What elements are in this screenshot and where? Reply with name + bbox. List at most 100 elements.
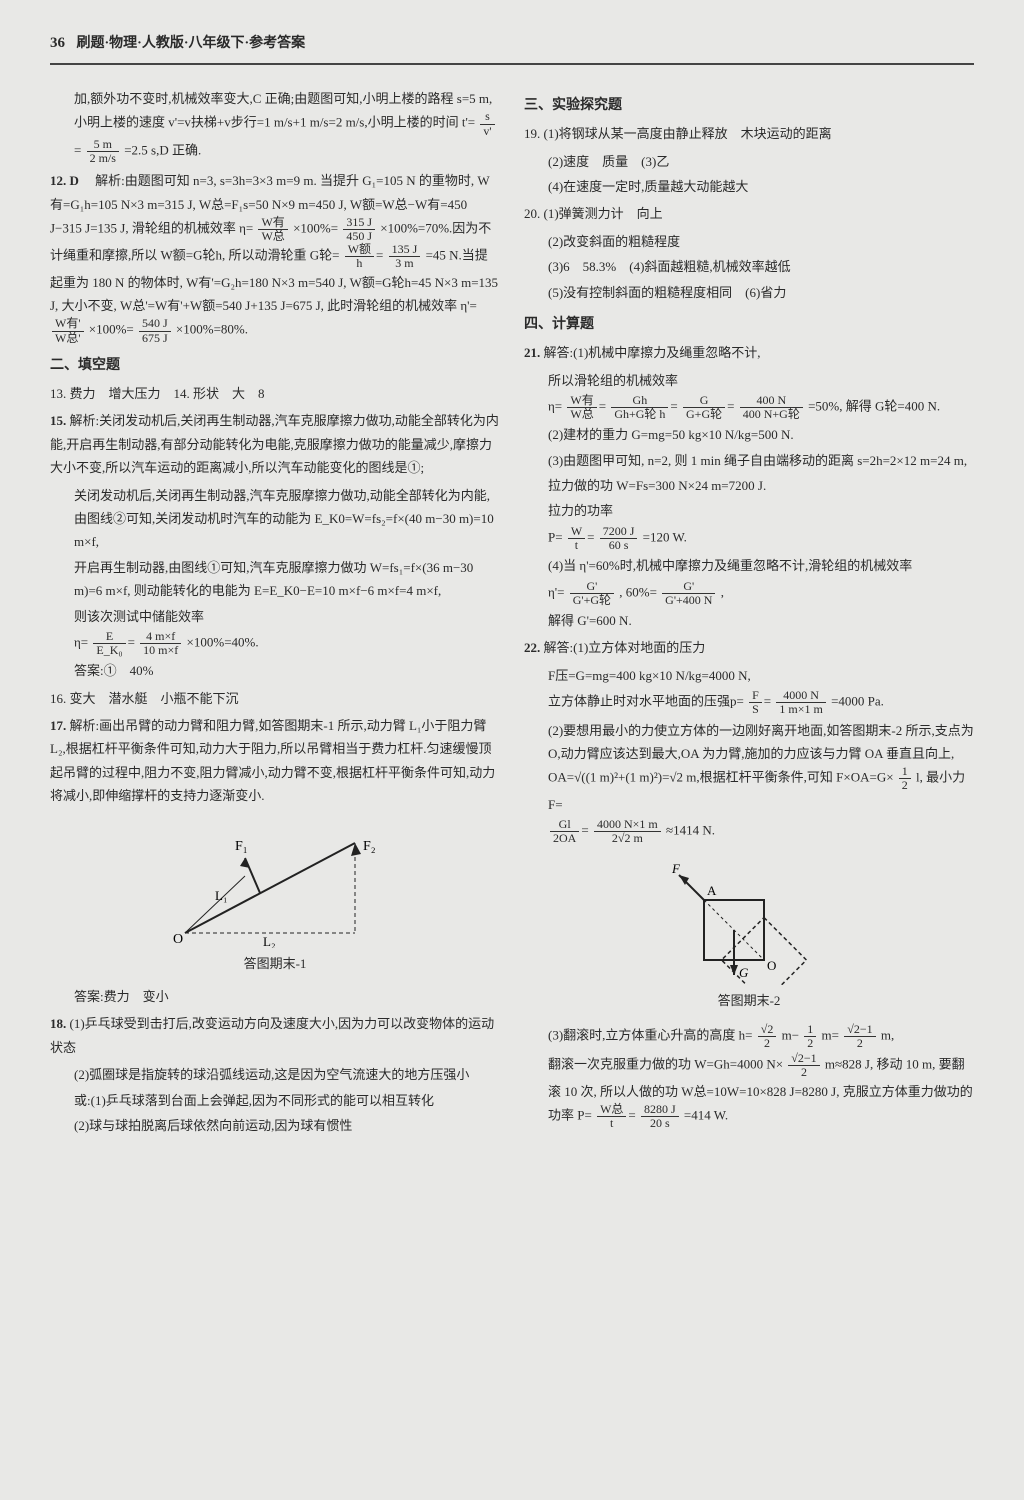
q15-answer: 答案:① 40%: [50, 659, 500, 682]
label: 21.: [524, 345, 540, 360]
fraction: 12: [899, 765, 911, 792]
lever-diagram-svg: F₁ F₂ L₁ L₂ O: [155, 818, 395, 948]
diagram-1-caption: 答图期末-1: [50, 952, 500, 975]
label: 22.: [524, 640, 540, 655]
q15: 15. 解析:关闭发动机后,关闭再生制动器,汽车克服摩擦力做功,动能全部转化为内…: [50, 409, 500, 479]
o-label: O: [767, 958, 776, 973]
fraction: W总t: [597, 1103, 626, 1130]
fraction: 4 m×f10 m×f: [140, 630, 181, 657]
q13-14: 13. 费力 增大压力 14. 形状 大 8: [50, 382, 500, 405]
q18b: (2)弧圈球是指旋转的球沿弧线运动,这是因为空气流速大的地方压强小: [50, 1063, 500, 1086]
fraction: 5 m2 m/s: [87, 138, 119, 165]
text: =4000 Pa.: [831, 694, 884, 709]
q21h: P= Wt= 7200 J60 s =120 W.: [548, 525, 974, 552]
q21i: (4)当 η'=60%时,机械中摩擦力及绳重忽略不计,滑轮组的机械效率: [548, 554, 974, 577]
label: 15.: [50, 413, 66, 428]
fraction: W额h: [345, 243, 374, 270]
section-4-title: 四、计算题: [524, 312, 974, 337]
diagram-2: A F G O 答图期末-2: [524, 855, 974, 1012]
fraction: W有W总: [258, 216, 287, 243]
fraction: 400 N400 N+G轮: [740, 394, 803, 421]
text: =2.5 s,D 正确.: [124, 142, 201, 157]
fraction: √2−12: [788, 1052, 819, 1079]
fraction: 135 J3 m: [389, 243, 421, 270]
q22b: F压=G=mg=400 kg×10 N/kg=4000 N,: [548, 664, 974, 687]
page-title: 刷题·物理·人教版·八年级下·参考答案: [77, 36, 306, 51]
diagram-2-caption: 答图期末-2: [524, 989, 974, 1012]
fraction: 8280 J20 s: [641, 1103, 679, 1130]
text: m=: [822, 1028, 839, 1043]
section-3-title: 三、实验探究题: [524, 93, 974, 118]
diagram-1: F₁ F₂ L₁ L₂ O 答图期末-1: [50, 818, 500, 975]
text: ≈1414 N.: [666, 823, 715, 838]
fraction: W有'W总': [52, 317, 84, 344]
fraction: 4000 N×1 m2√2 m: [594, 818, 661, 845]
q22d: (2)要想用最小的力使立方体的一边刚好离开地面,如答图期末-2 所示,支点为 O…: [548, 719, 974, 817]
text: η'=: [548, 584, 564, 599]
q21k: 解得 G'=600 N.: [548, 609, 974, 632]
label: 12. D: [50, 173, 79, 188]
q21e: (3)由题图甲可知, n=2, 则 1 min 绳子自由端移动的距离 s=2h=…: [548, 449, 974, 472]
lead-text: 加,额外功不变时,机械效率变大,C 正确;由题图可知,小明上楼的路程 s=5 m…: [50, 87, 500, 165]
fraction: 4000 N1 m×1 m: [776, 689, 825, 716]
label: 18.: [50, 1016, 66, 1031]
g-label: G: [739, 965, 749, 980]
q19b: (2)速度 质量 (3)乙: [548, 150, 974, 173]
q15e: η= EE_K₀= 4 m×f10 m×f ×100%=40%.: [50, 630, 500, 657]
q21d: (2)建材的重力 G=mg=50 kg×10 N/kg=500 N.: [548, 423, 974, 446]
o-label: O: [173, 932, 183, 947]
f2-label: F₂: [363, 839, 376, 854]
fraction: 540 J675 J: [139, 317, 171, 344]
fraction: W有W总: [567, 394, 596, 421]
label: 17.: [50, 718, 66, 733]
fraction: G'G'+G轮: [570, 580, 614, 607]
text: ×100%=80%.: [176, 322, 248, 337]
fraction: G'G'+400 N: [662, 580, 715, 607]
text: η=: [74, 635, 88, 650]
left-column: 加,额外功不变时,机械效率变大,C 正确;由题图可知,小明上楼的路程 s=5 m…: [50, 85, 500, 1139]
text: 解答:(1)机械中摩擦力及绳重忽略不计,: [544, 345, 761, 360]
text: 解答:(1)立方体对地面的压力: [544, 640, 706, 655]
q18d: (2)球与球拍脱离后球依然向前运动,因为球有惯性: [50, 1114, 500, 1137]
text: =120 W.: [643, 530, 687, 545]
text: (1)乒乓球受到击打后,改变运动方向及速度大小,因为力可以改变物体的运动状态: [50, 1016, 494, 1054]
l1-label: L₁: [215, 888, 227, 903]
text: P=: [548, 530, 563, 545]
q21: 21. 解答:(1)机械中摩擦力及绳重忽略不计,: [524, 341, 974, 364]
q15c: 开启再生制动器,由图线①可知,汽车克服摩擦力做功 W=fs₁=f×(36 m−3…: [50, 556, 500, 603]
fraction: Wt: [568, 525, 585, 552]
fraction: 315 J450 J: [343, 216, 375, 243]
fraction: GhGh+G轮 h: [611, 394, 668, 421]
q20b: (2)改变斜面的粗糙程度: [548, 230, 974, 253]
text: ×100%=: [89, 322, 134, 337]
fraction: 7200 J60 s: [600, 525, 638, 552]
fraction: EE_K₀: [93, 630, 125, 657]
q12: 12. D 解析:由题图可知 n=3, s=3h=3×3 m=9 m. 当提升 …: [50, 169, 500, 345]
cube-diagram-svg: A F G O: [669, 855, 829, 985]
fraction: Gl2OA: [550, 818, 579, 845]
text: =50%, 解得 G轮=400 N.: [808, 399, 940, 414]
text: η=: [548, 399, 562, 414]
q22: 22. 解答:(1)立方体对地面的压力: [524, 636, 974, 659]
text: 立方体静止时对水平地面的压强p=: [548, 694, 744, 709]
q20d: (5)没有控制斜面的粗糙程度相同 (6)省力: [548, 281, 974, 304]
text: 解析:画出吊臂的动力臂和阻力臂,如答图期末-1 所示,动力臂 L₁小于阻力臂 L…: [50, 718, 495, 803]
fraction: √2−12: [844, 1023, 875, 1050]
q19a: 19. (1)将钢球从某一高度由静止释放 木块运动的距离: [524, 122, 974, 145]
f1-label: F₁: [235, 839, 248, 854]
text: =414 W.: [684, 1108, 728, 1123]
q21c: η= W有W总= GhGh+G轮 h= GG+G轮= 400 N400 N+G轮…: [548, 394, 974, 421]
page-number: 36: [50, 35, 65, 51]
q22e: Gl2OA= 4000 N×1 m2√2 m ≈1414 N.: [548, 818, 974, 845]
l2-label: L₂: [263, 934, 275, 948]
text: 翻滚一次克服重力做的功 W=Gh=4000 N×: [548, 1057, 783, 1072]
text: ,: [721, 584, 724, 599]
q21g: 拉力的功率: [548, 499, 974, 522]
text: ×100%=40%.: [187, 635, 259, 650]
text: 解析:关闭发动机后,关闭再生制动器,汽车克服摩擦力做功,动能全部转化为内能,开启…: [50, 413, 499, 475]
q16: 16. 变大 潜水艇 小瓶不能下沉: [50, 687, 500, 710]
q17: 17. 解析:画出吊臂的动力臂和阻力臂,如答图期末-1 所示,动力臂 L₁小于阻…: [50, 714, 500, 808]
q21j: η'= G'G'+G轮 , 60%= G'G'+400 N ,: [548, 580, 974, 607]
q15b: 关闭发动机后,关闭再生制动器,汽车克服摩擦力做功,动能全部转化为内能,由图线②可…: [50, 484, 500, 554]
text: , 60%=: [619, 584, 657, 599]
